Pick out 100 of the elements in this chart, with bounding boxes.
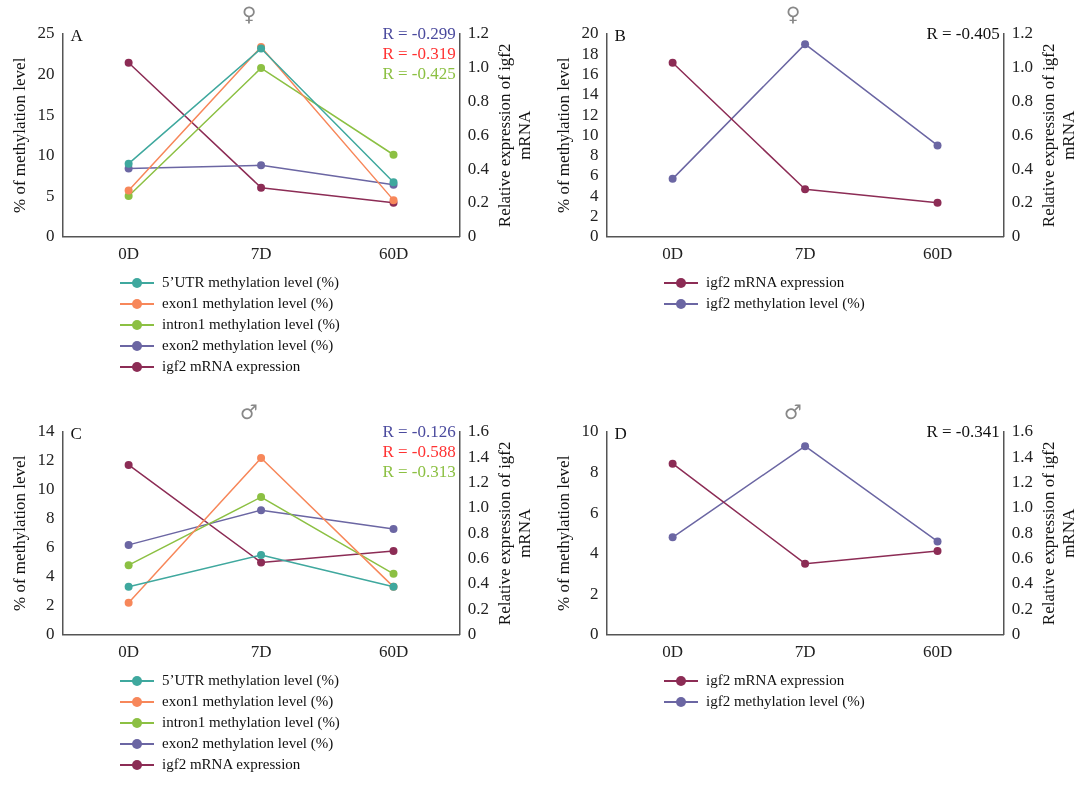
y2-tick-label: 0	[1011, 624, 1021, 644]
y-tick-label: 0	[589, 226, 599, 246]
y-axis-title: % of methylation level	[553, 455, 573, 611]
y2-tick-label: 0.8	[1011, 522, 1033, 542]
point	[668, 174, 677, 183]
annotation: C	[70, 423, 82, 443]
point	[257, 506, 266, 515]
y2-tick-label: 0.6	[1011, 124, 1033, 144]
point	[124, 460, 133, 469]
y-tick-label: 10	[37, 479, 55, 499]
legend-label: igf2 methylation level (%)	[706, 295, 865, 312]
point	[668, 58, 677, 67]
point	[389, 547, 398, 556]
y2-tick-label: 0	[1011, 226, 1021, 246]
y2-tick-label: 0.2	[467, 598, 489, 618]
y2-tick-label: 1.2	[467, 23, 489, 43]
point	[668, 533, 677, 542]
y2-tick-label: 0.4	[1011, 573, 1034, 593]
y2-tick-label: 0.6	[467, 124, 489, 144]
annotation: R = -0.425	[382, 63, 456, 83]
legend-label: igf2 mRNA expression	[162, 756, 301, 773]
x-tick-label: 0D	[662, 642, 684, 662]
point	[257, 64, 266, 73]
legend-label: 5’UTR methylation level (%)	[162, 672, 340, 689]
legend-label: intron1 methylation level (%)	[162, 714, 340, 731]
legend-label: 5’UTR methylation level (%)	[162, 274, 340, 291]
annotation: R = -0.405	[926, 23, 1000, 43]
point	[933, 198, 942, 207]
y-tick-label: 8	[45, 508, 55, 528]
y2-tick-label: 1.0	[1011, 497, 1033, 517]
y2-axis-title: Relative expression of igf2 mRNA	[495, 43, 535, 228]
y2-tick-label: 0.2	[1011, 192, 1033, 212]
y-tick-label: 10	[37, 145, 55, 165]
y2-tick-label: 0.6	[467, 548, 489, 568]
y-tick-label: 18	[581, 43, 599, 63]
annotation: R = -0.588	[382, 441, 456, 461]
x-tick-label: 0D	[662, 244, 684, 264]
y-tick-label: 4	[45, 566, 55, 586]
annotation: R = -0.299	[382, 23, 456, 43]
y2-tick-label: 0	[467, 624, 477, 644]
y-tick-label: 15	[37, 104, 55, 124]
point	[124, 186, 133, 195]
x-tick-label: 7D	[794, 642, 816, 662]
point	[257, 558, 266, 567]
point	[124, 598, 133, 607]
y2-tick-label: 0.8	[467, 522, 489, 542]
point	[257, 493, 266, 502]
y-tick-label: 12	[37, 450, 55, 470]
legend-label: exon2 methylation level (%)	[162, 735, 334, 752]
y2-tick-label: 1.0	[1011, 57, 1033, 77]
legend-label: igf2 mRNA expression	[706, 274, 845, 291]
y-tick-label: 10	[581, 421, 599, 441]
legend-label: igf2 methylation level (%)	[706, 693, 865, 710]
y-axis-title: % of methylation level	[553, 57, 573, 213]
point	[801, 442, 810, 451]
y-tick-label: 4	[589, 543, 599, 563]
y-tick-label: 25	[37, 23, 55, 43]
y2-tick-label: 0.2	[467, 192, 489, 212]
annotation: A	[70, 25, 84, 45]
legend-label: exon1 methylation level (%)	[162, 295, 334, 312]
point	[933, 537, 942, 546]
chart-title: ♂	[240, 400, 258, 425]
point	[124, 540, 133, 549]
point	[933, 547, 942, 556]
annotation: R = -0.126	[382, 421, 456, 441]
y2-axis-title: Relative expression of igf2 mRNA	[1039, 441, 1079, 626]
legend-label: exon2 methylation level (%)	[162, 337, 334, 354]
point	[668, 459, 677, 468]
y-tick-label: 2	[45, 595, 55, 615]
annotation: B	[614, 25, 626, 45]
point	[124, 58, 133, 67]
point	[801, 185, 810, 194]
y-tick-label: 8	[589, 461, 599, 481]
point	[124, 582, 133, 591]
y-tick-label: 2	[589, 205, 599, 225]
y-tick-label: 2	[589, 583, 599, 603]
point	[801, 559, 810, 568]
point	[389, 524, 398, 533]
point	[933, 141, 942, 150]
chart-title: ♂	[784, 400, 802, 425]
point	[124, 159, 133, 168]
x-tick-label: 0D	[118, 244, 140, 264]
y-tick-label: 16	[581, 63, 599, 83]
y-tick-label: 6	[45, 537, 55, 557]
y-tick-label: 0	[589, 624, 599, 644]
annotation: D	[614, 423, 627, 443]
x-tick-label: 7D	[794, 244, 816, 264]
y2-axis-title: Relative expression of igf2 mRNA	[495, 441, 535, 626]
y2-tick-label: 0.4	[467, 158, 490, 178]
annotation: R = -0.341	[926, 421, 1000, 441]
x-tick-label: 60D	[378, 642, 409, 662]
y2-tick-label: 0.2	[1011, 598, 1033, 618]
legend-label: intron1 methylation level (%)	[162, 316, 340, 333]
annotation: R = -0.313	[382, 461, 456, 481]
y-tick-label: 8	[589, 145, 599, 165]
y2-tick-label: 1.4	[1011, 446, 1034, 466]
point	[124, 561, 133, 570]
y-tick-label: 20	[37, 63, 55, 83]
y2-tick-label: 0	[467, 226, 477, 246]
y-tick-label: 6	[589, 502, 599, 522]
